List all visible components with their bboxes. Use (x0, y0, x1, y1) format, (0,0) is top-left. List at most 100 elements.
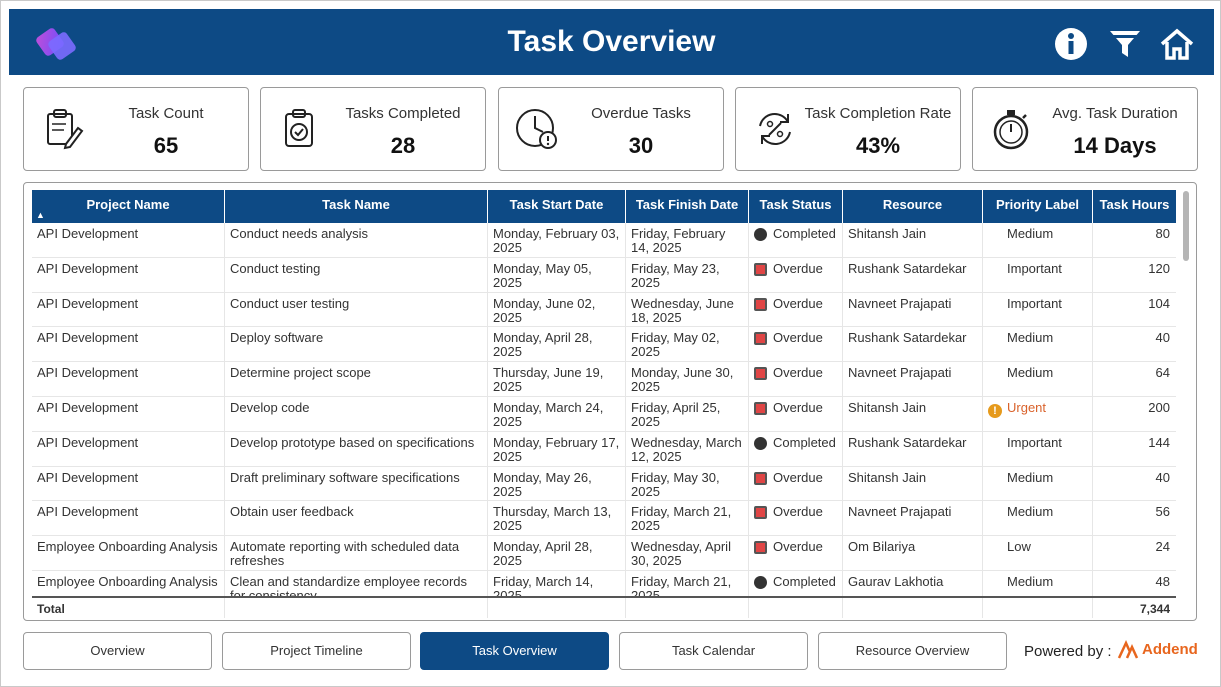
table-cell: Om Bilariya (843, 536, 983, 570)
priority-label: Medium (1007, 504, 1054, 520)
table-row[interactable]: Employee Onboarding Analysis Clean and st… (32, 570, 1176, 596)
table-cell: Friday, March 21, 2025 (626, 501, 749, 536)
table-cell: Navneet Prajapati (843, 362, 983, 396)
table-cell: Medium (983, 327, 1093, 362)
clipboard-pen-icon (47, 109, 84, 150)
sort-ascending-icon[interactable]: ▲ (36, 210, 45, 220)
table-cell: Develop code (225, 396, 488, 431)
info-icon[interactable] (1053, 26, 1089, 62)
table-cell: Shitansh Jain (843, 223, 983, 257)
table-scrollbar[interactable] (1183, 191, 1190, 607)
table-row[interactable]: API Development Deploy software Monday, Ap… (32, 327, 1176, 363)
table-cell: ! Urgent (983, 396, 1093, 431)
table-row[interactable]: API Development Conduct needs analysis Mon… (32, 223, 1176, 258)
table-cell: Conduct user testing (225, 292, 488, 327)
status-label: Overdue (773, 365, 823, 381)
priority-label: Urgent (1007, 399, 1047, 415)
column-header-label: Project Name (86, 197, 170, 212)
table-cell: Important (983, 292, 1093, 327)
table-row[interactable]: API Development Develop prototype based o… (32, 431, 1176, 467)
table-row[interactable]: API Development Determine project scope Th… (32, 362, 1176, 397)
nav-button-resource-overview[interactable]: Resource Overview (818, 632, 1007, 670)
completed-status-icon (754, 436, 767, 450)
kpi-value: 43% (855, 133, 901, 158)
priority-label: Medium (1007, 365, 1054, 381)
overdue-status-icon (754, 541, 767, 555)
total-cell (488, 598, 626, 618)
priority-label: Important (1007, 260, 1062, 276)
column-header[interactable]: Task Start Date (488, 190, 626, 223)
nav-button-task-overview[interactable]: Task Overview (420, 632, 609, 670)
nav-button-task-calendar[interactable]: Task Calendar (619, 632, 808, 670)
table-cell: Navneet Prajapati (843, 501, 983, 536)
kpi-label: Task Completion Rate (804, 105, 952, 122)
table-cell: Important (983, 257, 1093, 292)
table-body[interactable]: API Development Conduct needs analysis Mon… (32, 223, 1176, 596)
table-cell: Overdue (749, 466, 843, 501)
table-cell: 64 (1155, 365, 1170, 381)
scrollbar-thumb[interactable] (1183, 191, 1189, 261)
status-label: Completed (773, 434, 836, 450)
column-header[interactable]: Project Name ▲ (32, 190, 225, 223)
table-cell: Friday, May 23, 2025 (626, 257, 749, 292)
table-row[interactable]: Employee Onboarding Analysis Automate rep… (32, 536, 1176, 571)
header-bar: Task Overview (9, 9, 1214, 75)
table-cell: Monday, February 17, 2025 (488, 431, 626, 466)
table-cell: Medium (983, 466, 1093, 501)
total-cell (749, 598, 843, 618)
table-cell: Shitansh Jain (843, 466, 983, 501)
column-header-label: Task Name (322, 197, 390, 212)
table-cell: 144 (1148, 434, 1170, 450)
nav-button-overview[interactable]: Overview (23, 632, 212, 670)
status-label: Overdue (773, 504, 823, 520)
page-title: Task Overview (507, 25, 716, 58)
column-header[interactable]: Task Finish Date (626, 190, 749, 223)
table-cell: Clean and standardize employee records f… (225, 570, 488, 596)
table-row[interactable]: API Development Draft preliminary softwar… (32, 466, 1176, 502)
column-header[interactable]: Task Name (225, 190, 488, 223)
table-cell: 104 (1148, 295, 1170, 311)
table-cell: Obtain user feedback (225, 501, 488, 536)
table-cell: 200 (1148, 399, 1170, 415)
table-cell: 56 (1155, 504, 1170, 520)
column-header-label: Task Start Date (509, 197, 604, 212)
table-row[interactable]: API Development Develop code Monday, March… (32, 396, 1176, 432)
total-cell (225, 598, 488, 618)
column-header[interactable]: Task Hours (1093, 190, 1176, 223)
filter-icon[interactable] (1107, 26, 1143, 62)
column-header-label: Task Status (759, 197, 832, 212)
total-cell (843, 598, 983, 618)
table-total-row: Total 7,344 (32, 596, 1176, 618)
table-cell: Overdue (749, 292, 843, 327)
column-header[interactable]: Priority Label (983, 190, 1093, 223)
kpi-label: Tasks Completed (345, 105, 461, 122)
table-cell: Completed (749, 431, 843, 466)
table-cell: Shitansh Jain (843, 396, 983, 431)
table-cell: API Development (32, 362, 225, 396)
overdue-status-icon (754, 262, 767, 276)
column-header[interactable]: Resource (843, 190, 983, 223)
table-row[interactable]: API Development Conduct user testing Monda… (32, 292, 1176, 328)
powered-by-label: Powered by : (1024, 643, 1112, 660)
table-row[interactable]: API Development Conduct testing Monday, Ma… (32, 257, 1176, 293)
table-cell: API Development (32, 431, 225, 466)
table-cell: Employee Onboarding Analysis (32, 570, 225, 596)
table-cell: Overdue (749, 501, 843, 536)
table-cell: API Development (32, 327, 225, 362)
column-header[interactable]: Task Status (749, 190, 843, 223)
table-cell: 48 (1155, 573, 1170, 589)
table-cell: API Development (32, 466, 225, 501)
table-cell: Gaurav Lakhotia (843, 570, 983, 596)
table-cell: Friday, April 25, 2025 (626, 396, 749, 431)
table-cell: Low (983, 536, 1093, 570)
table-row[interactable]: API Development Obtain user feedback Thurs… (32, 501, 1176, 537)
table-cell: Overdue (749, 396, 843, 431)
task-table: Project Name ▲ Task Name Task Start Date Tas… (32, 190, 1176, 618)
kpi-tasks-completed: Tasks Completed 28 (260, 87, 486, 171)
home-icon[interactable] (1159, 26, 1195, 62)
overdue-status-icon (754, 297, 767, 311)
nav-button-project-timeline[interactable]: Project Timeline (222, 632, 411, 670)
table-cell: Navneet Prajapati (843, 292, 983, 327)
total-cell (983, 598, 1093, 618)
task-table-panel: Project Name ▲ Task Name Task Start Date Tas… (23, 182, 1197, 621)
